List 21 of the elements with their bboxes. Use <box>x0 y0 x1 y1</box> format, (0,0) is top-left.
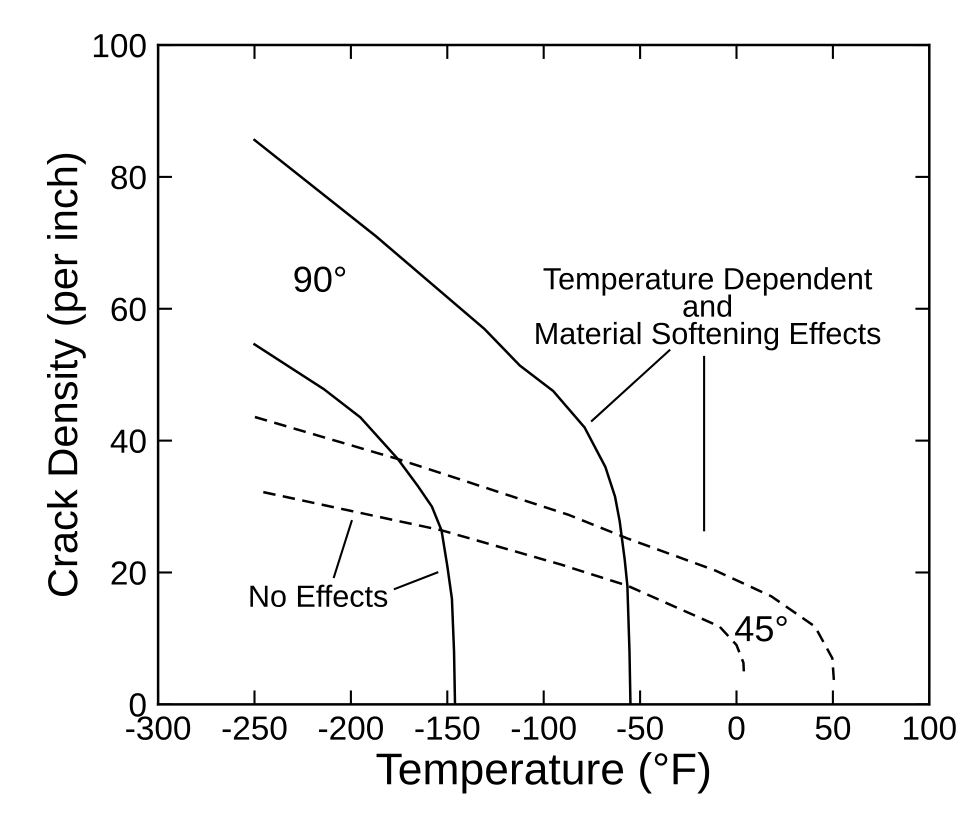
x-tick-label: -50 <box>617 716 663 740</box>
annotation: No Effects <box>250 584 388 608</box>
y-tick-label: 40 <box>110 429 146 454</box>
x-tick-label: -150 <box>415 716 480 740</box>
annotation: 45° <box>735 616 787 642</box>
y-tick-label: 60 <box>112 298 146 322</box>
x-tick-label: 50 <box>816 716 850 740</box>
x-tick-label: -300 <box>126 716 190 740</box>
x-axis-title: Temperature (°F) <box>376 752 710 794</box>
y-axis-title: Crack Density (per inch) <box>46 154 86 596</box>
annotation: 90° <box>294 266 346 292</box>
x-tick-label: 0 <box>728 716 744 740</box>
x-tick-label: -200 <box>319 716 383 740</box>
annotation: Temperature Dependent and Material Softening Effects <box>536 267 880 350</box>
y-tick-label: 80 <box>111 166 146 190</box>
x-tick-label: 100 <box>904 716 956 740</box>
y-tick-label: 20 <box>112 561 146 585</box>
x-tick-label: -100 <box>512 716 576 740</box>
y-tick-label: 0 <box>130 693 146 717</box>
x-tick-label: -250 <box>222 716 287 740</box>
y-tick-label: 100 <box>94 34 146 58</box>
